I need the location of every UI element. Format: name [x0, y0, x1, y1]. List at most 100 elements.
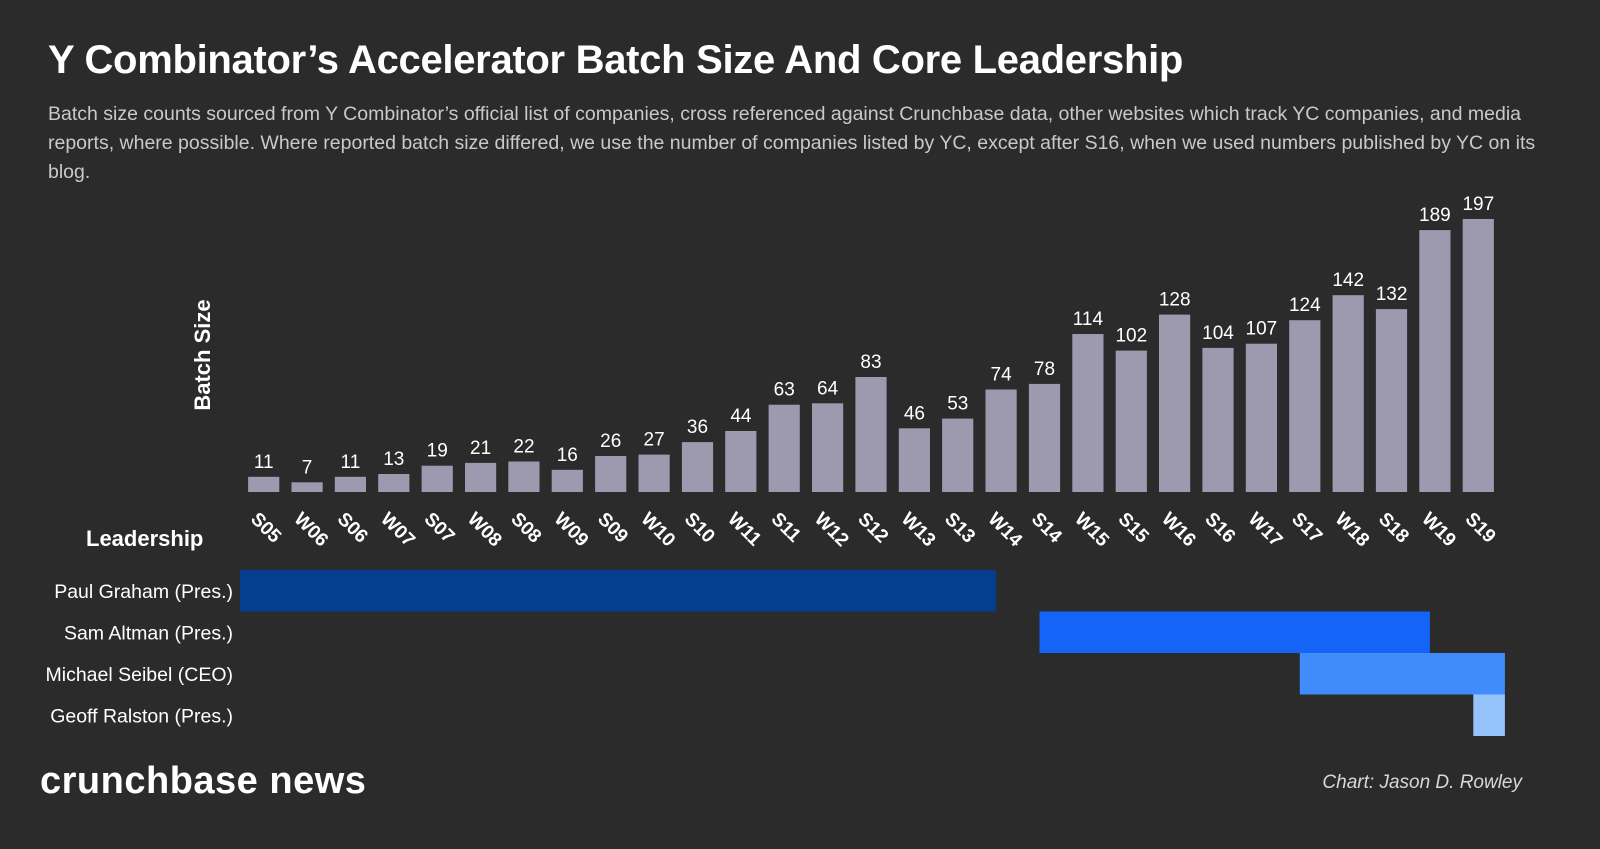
bar-w08: [465, 462, 497, 492]
value-label-s15: 102: [1115, 326, 1147, 347]
x-tick-labels-layer: S05 W06 S06 W07 S07 W08 S08 W09 S09 W10 S10 W11 S11 W…: [246, 509, 1499, 552]
leader-span-0: [240, 570, 997, 612]
x-tick-s18: S18: [1374, 509, 1413, 548]
value-label-w17: 107: [1246, 319, 1278, 340]
bar-s07: [421, 465, 453, 492]
bar-s09: [595, 456, 627, 492]
bar-s13: [942, 418, 974, 492]
value-label-s07: 19: [427, 441, 448, 462]
x-tick-s13: S13: [940, 509, 979, 548]
bar-w19: [1419, 230, 1451, 492]
y-axis-label: Batch Size: [190, 299, 215, 410]
bar-s17: [1289, 320, 1321, 492]
leader-span-1: [1039, 611, 1430, 653]
value-label-w18: 142: [1332, 270, 1364, 291]
x-tick-w19: W19: [1417, 509, 1459, 551]
x-tick-s06: S06: [333, 509, 372, 548]
bar-w18: [1332, 295, 1364, 492]
value-label-w15: 114: [1073, 309, 1104, 330]
x-tick-s17: S17: [1287, 509, 1326, 548]
bar-w10: [638, 454, 670, 492]
bar-w14: [985, 389, 1017, 492]
x-tick-w17: W17: [1244, 509, 1286, 551]
x-tick-s05: S05: [246, 509, 285, 548]
value-label-w16: 128: [1159, 290, 1191, 311]
bar-w07: [378, 474, 410, 492]
bar-s16: [1202, 347, 1234, 492]
x-tick-w11: W11: [723, 509, 765, 551]
value-label-w07: 13: [383, 449, 404, 470]
bar-s15: [1115, 350, 1147, 492]
x-tick-w14: W14: [984, 509, 1027, 552]
value-labels-layer: 11 7 11 13 19 21 22 16 26 27 36 44 63 64 83 46 53 74 78 114…: [254, 194, 1494, 478]
bar-w15: [1072, 334, 1104, 492]
chart-credit: Chart: Jason D. Rowley: [1322, 772, 1522, 793]
x-tick-s19: S19: [1461, 509, 1500, 548]
value-label-s17: 124: [1289, 295, 1321, 316]
bar-w11: [725, 431, 757, 492]
x-tick-s11: S11: [767, 509, 805, 547]
value-label-w19: 189: [1419, 205, 1451, 226]
x-tick-s08: S08: [506, 509, 545, 548]
x-tick-s09: S09: [593, 509, 632, 548]
bar-w13: [898, 428, 930, 492]
value-label-w08: 21: [470, 438, 491, 459]
leader-span-3: [1473, 694, 1505, 736]
x-tick-s12: S12: [853, 509, 892, 548]
value-label-s18: 132: [1376, 284, 1408, 305]
value-label-s09: 26: [600, 431, 621, 452]
value-label-w10: 27: [644, 430, 665, 451]
x-tick-s15: S15: [1114, 509, 1153, 548]
value-label-s14: 78: [1034, 359, 1055, 380]
bar-s12: [855, 377, 887, 492]
value-label-w13: 46: [904, 403, 925, 424]
value-label-w14: 74: [991, 365, 1013, 386]
value-label-s08: 22: [513, 437, 534, 458]
leader-name-3: Geoff Ralston (Pres.): [50, 705, 233, 727]
value-label-s05: 11: [254, 452, 274, 473]
bar-w17: [1245, 343, 1277, 492]
value-label-s12: 83: [860, 352, 881, 373]
x-tick-w07: W07: [376, 509, 418, 551]
bar-s14: [1028, 383, 1061, 492]
bar-w16: [1159, 314, 1191, 492]
x-tick-w15: W15: [1070, 509, 1113, 552]
x-tick-w12: W12: [810, 509, 852, 551]
bar-w12: [812, 403, 844, 492]
x-tick-s10: S10: [680, 509, 719, 548]
x-tick-s07: S07: [420, 509, 459, 548]
value-label-s13: 53: [947, 394, 968, 415]
x-tick-w13: W13: [897, 509, 939, 551]
leader-name-1: Sam Altman (Pres.): [64, 622, 233, 644]
value-label-s06: 11: [341, 452, 361, 473]
leader-name-0: Paul Graham (Pres.): [54, 581, 233, 603]
value-label-w06: 7: [302, 457, 313, 478]
bar-s06: [334, 476, 366, 492]
leader-name-2: Michael Seibel (CEO): [46, 664, 233, 686]
x-tick-w09: W09: [550, 509, 592, 551]
bar-w09: [551, 469, 583, 492]
bars-layer: [248, 219, 1494, 492]
value-label-s19: 197: [1462, 194, 1494, 215]
value-label-w09: 16: [557, 445, 578, 466]
value-label-w12: 64: [817, 378, 839, 399]
x-tick-w10: W10: [637, 509, 679, 551]
x-tick-w08: W08: [463, 509, 505, 551]
bar-s11: [768, 404, 800, 492]
bar-s10: [681, 442, 714, 492]
bar-s18: [1375, 309, 1408, 492]
x-tick-w18: W18: [1331, 509, 1373, 551]
x-tick-s14: S14: [1027, 509, 1066, 548]
bar-s05: [248, 476, 280, 492]
bar-s08: [508, 461, 540, 492]
leader-span-2: [1299, 653, 1505, 695]
bar-w06: [291, 482, 323, 492]
value-label-s10: 36: [687, 417, 708, 438]
leadership-gantt: Paul Graham (Pres.) Sam Altman (Pres.) Mic…: [46, 570, 1505, 736]
x-tick-w16: W16: [1157, 509, 1199, 551]
chart-subtitle: Batch size counts sourced from Y Combina…: [48, 103, 1536, 183]
value-label-s11: 63: [774, 380, 795, 401]
x-tick-w06: W06: [290, 509, 332, 551]
leadership-title: Leadership: [86, 526, 203, 551]
